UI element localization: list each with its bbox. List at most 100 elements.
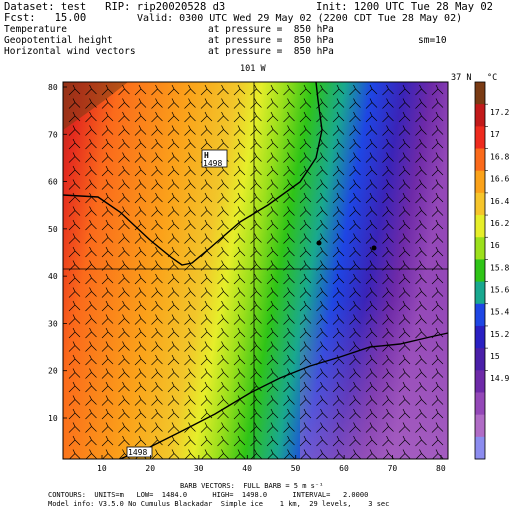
wind-barb	[398, 192, 411, 204]
wind-barb	[316, 368, 328, 379]
wind-barb	[101, 138, 114, 150]
wind-barb	[250, 327, 262, 339]
wind-barb	[101, 179, 114, 190]
wind-barb	[118, 219, 130, 231]
wind-barb	[167, 341, 180, 352]
wind-barb	[68, 84, 81, 96]
wind-barb	[250, 273, 262, 285]
wind-barb	[431, 354, 444, 366]
wind-barb	[184, 341, 196, 352]
wind-barb	[415, 368, 427, 379]
wind-barb	[349, 341, 361, 352]
wind-barb	[118, 314, 130, 325]
wind-barb	[184, 219, 196, 231]
wind-barb	[68, 314, 81, 325]
wind-barb	[134, 179, 147, 190]
wind-barb	[233, 300, 246, 312]
wind-barb	[85, 206, 97, 217]
wind-barb	[217, 206, 229, 217]
wind-barb	[101, 408, 114, 420]
colorbar-swatch	[475, 348, 485, 371]
wind-barb	[365, 435, 378, 447]
wind-barb	[101, 435, 114, 447]
wind-barb	[118, 300, 130, 312]
wind-barb	[365, 98, 378, 109]
wind-barb	[300, 449, 312, 459]
wind-barb	[316, 165, 328, 177]
wind-barb	[85, 368, 97, 379]
wind-barb	[332, 273, 345, 285]
wind-barb	[349, 179, 361, 190]
wind-barb	[233, 341, 246, 352]
wind-barb	[134, 327, 147, 339]
wind-barb	[134, 300, 147, 312]
wind-barb	[217, 98, 229, 109]
wind-barb	[85, 354, 97, 366]
wind-barb	[250, 435, 262, 447]
wind-barb	[283, 449, 295, 459]
wind-barb	[283, 408, 295, 420]
wind-barb	[118, 152, 130, 163]
wind-barb	[382, 260, 394, 271]
wind-barb	[382, 287, 394, 298]
wind-barb	[217, 138, 229, 150]
wind-barb	[101, 246, 114, 258]
wind-barb	[398, 98, 411, 109]
colorbar-swatch	[475, 281, 485, 305]
wind-barb	[365, 219, 378, 231]
wind-barb	[85, 341, 97, 352]
wind-barb	[365, 381, 378, 393]
wind-barb	[200, 368, 213, 379]
wind-barb	[151, 287, 163, 298]
wind-barb	[415, 408, 427, 420]
wind-barb	[151, 314, 163, 325]
wind-barb	[299, 314, 312, 325]
wind-barb	[134, 435, 147, 447]
wind-barb	[266, 300, 279, 312]
wind-barb	[365, 138, 378, 150]
colorbar-swatch	[475, 370, 485, 393]
wind-barb	[316, 206, 328, 217]
wind-barb	[233, 233, 246, 244]
wind-barb	[349, 98, 361, 109]
wind-barb	[316, 422, 328, 433]
init-line: Init: 1200 UTC Tue 28 May 02	[316, 1, 494, 13]
wind-barb	[283, 219, 295, 231]
height-contours	[62, 81, 449, 460]
wind-barb	[134, 98, 147, 109]
wind-barb	[85, 179, 97, 190]
colorbar-swatch	[475, 82, 485, 105]
wind-barb	[398, 111, 411, 123]
wind-barb	[398, 219, 411, 231]
wind-barb	[250, 354, 262, 366]
wind-barb	[184, 395, 196, 406]
wind-barb	[151, 395, 163, 406]
wind-barb	[398, 179, 411, 190]
wind-barb	[233, 435, 246, 447]
wind-barb	[200, 422, 213, 433]
wind-barb	[431, 260, 444, 271]
wind-barb	[217, 422, 229, 433]
dataset-line: Dataset: test RIP: rip20020528 d3	[4, 1, 226, 13]
wind-barb	[118, 408, 130, 420]
wind-barb	[415, 449, 427, 459]
wind-barb	[382, 368, 394, 379]
wind-barb	[168, 449, 180, 459]
wind-barb	[382, 192, 394, 204]
wind-barb	[382, 395, 394, 406]
wind-barb	[85, 125, 97, 136]
wind-barb	[200, 206, 213, 217]
wind-barb	[316, 408, 328, 420]
wind-barb	[382, 165, 394, 177]
wind-barb	[85, 152, 97, 163]
wind-barb	[266, 287, 279, 298]
wind-barb	[233, 273, 246, 285]
wind-barb	[349, 408, 361, 420]
wind-barb	[382, 125, 394, 136]
wind-barb	[250, 125, 262, 136]
wind-barb	[431, 98, 444, 109]
wind-barb	[217, 192, 229, 204]
wind-barb	[332, 300, 345, 312]
wind-barb	[415, 111, 427, 123]
